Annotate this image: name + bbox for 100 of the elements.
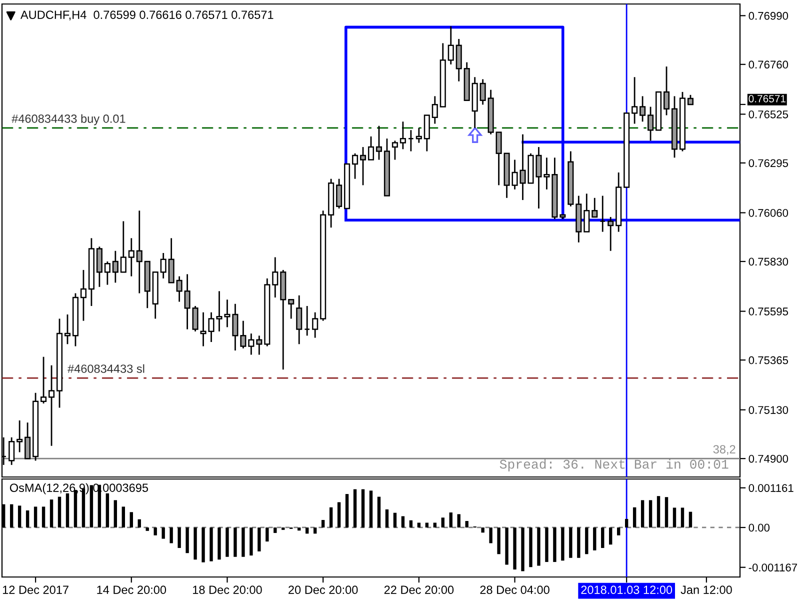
candlestick (304, 305, 310, 336)
y-tick-label: 0.001161 (748, 484, 794, 492)
annotation: 38,2 (713, 445, 736, 455)
y-tick-label: 0.76525 (748, 110, 788, 118)
bar (457, 514, 460, 528)
y-tick-label: 0.75830 (748, 258, 788, 266)
bar (298, 527, 301, 531)
bar (66, 493, 70, 528)
candlestick (640, 95, 646, 122)
candlestick (632, 76, 638, 124)
candlestick (128, 237, 134, 278)
candlestick (8, 436, 15, 466)
bar (505, 527, 508, 565)
candlestick (408, 129, 414, 152)
candlestick (456, 38, 462, 82)
bar (313, 527, 317, 534)
bar (617, 527, 620, 536)
candlestick (192, 305, 198, 332)
bar (282, 527, 285, 530)
bar (385, 509, 389, 528)
bar (481, 527, 484, 533)
y-tick-label: 0.74900 (748, 454, 788, 463)
bar (18, 506, 22, 528)
y-tick-label: 0.76060 (748, 209, 788, 217)
bar (345, 494, 349, 528)
bar (529, 527, 532, 568)
bar (194, 527, 197, 560)
bar (377, 496, 381, 528)
bar (146, 527, 149, 531)
candlestick (136, 210, 142, 294)
y-tick-label: 0.76571 (748, 95, 786, 102)
candlestick (448, 26, 454, 66)
candlestick (664, 66, 670, 116)
y-tick-label: 0.76990 (748, 12, 788, 20)
candlestick (48, 364, 55, 447)
annotation: Spread: 36. Next Bar in 00:01 (500, 459, 728, 472)
bar (521, 527, 524, 572)
bar (577, 527, 580, 558)
candlestick (248, 332, 254, 356)
bar (210, 527, 213, 562)
bar (186, 527, 189, 554)
bar (122, 506, 125, 528)
bar (401, 516, 405, 528)
candlestick (416, 127, 422, 144)
bar (26, 510, 30, 528)
bar (178, 527, 181, 548)
bar (569, 527, 572, 558)
bar (489, 527, 492, 544)
candlestick (40, 356, 47, 404)
y-tick-label: -0.001167 (748, 564, 797, 572)
candlestick (360, 146, 366, 186)
bar (34, 506, 38, 528)
bar (553, 527, 556, 562)
bar (593, 527, 596, 550)
bar (624, 518, 628, 528)
bar (42, 506, 46, 528)
bar (545, 527, 548, 562)
x-tick-label: Jan 12:00 (680, 586, 732, 594)
bar (497, 527, 500, 554)
x-tick-label: 2018.01.03 12:00 (581, 586, 672, 594)
bar (242, 527, 245, 557)
candlestick (400, 120, 406, 150)
bar (337, 502, 341, 528)
candlestick (96, 246, 102, 288)
bar (441, 518, 444, 528)
bar (321, 520, 325, 528)
candlestick (120, 220, 126, 273)
bar (640, 500, 644, 528)
bar (162, 527, 165, 539)
bar (226, 527, 229, 557)
candlestick (687, 94, 694, 106)
candlestick (296, 294, 302, 345)
bar (361, 489, 365, 528)
bar (513, 527, 516, 570)
bar (393, 512, 397, 528)
bar (154, 527, 157, 536)
candlestick (432, 95, 438, 124)
candlestick (312, 312, 318, 338)
bar (585, 527, 588, 554)
bar (433, 522, 436, 528)
bar (329, 507, 333, 528)
candlestick (168, 237, 174, 284)
candlestick (256, 334, 262, 356)
bar (170, 527, 173, 544)
bar (58, 496, 62, 528)
bar (250, 527, 253, 556)
candlestick (352, 152, 358, 180)
ref-line-label: #460834433 buy 0.01 (12, 114, 126, 126)
bar (138, 519, 141, 528)
bar (672, 508, 676, 528)
bar (266, 527, 269, 542)
candlestick (184, 274, 190, 330)
candlestick (240, 320, 246, 350)
candlestick (64, 314, 71, 345)
bar (202, 527, 205, 562)
candlestick (592, 197, 598, 218)
candlestick (584, 192, 590, 233)
bar (561, 527, 564, 561)
bar (274, 527, 277, 533)
bar (465, 521, 468, 528)
